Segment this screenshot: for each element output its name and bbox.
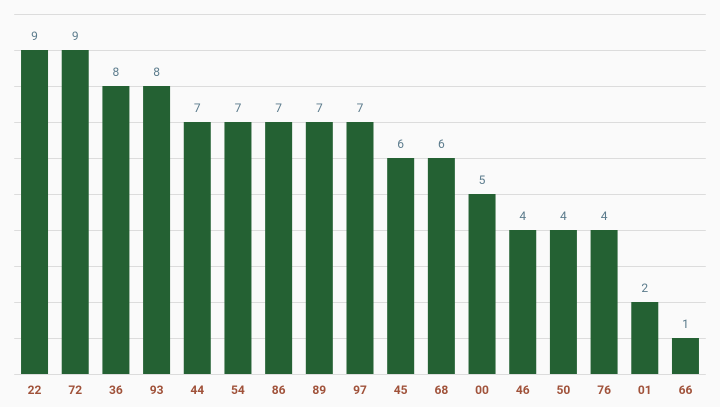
value-label: 1	[682, 317, 689, 331]
bar	[305, 122, 333, 374]
x-tick-label: 50	[557, 383, 571, 397]
value-label: 4	[519, 209, 526, 223]
value-label: 9	[72, 29, 79, 43]
value-label: 8	[153, 65, 160, 79]
bar	[183, 122, 211, 374]
bar	[102, 86, 130, 374]
bar	[387, 158, 415, 374]
x-tick-label: 44	[190, 383, 204, 397]
bar	[509, 230, 537, 374]
bar	[468, 194, 496, 374]
x-tick-label: 76	[597, 383, 611, 397]
value-label: 4	[601, 209, 608, 223]
bar	[21, 50, 49, 374]
value-label: 2	[641, 281, 648, 295]
bar	[549, 230, 577, 374]
bar	[224, 122, 252, 374]
x-tick-label: 45	[394, 383, 408, 397]
bar	[427, 158, 455, 374]
bar	[671, 338, 699, 374]
bar	[590, 230, 618, 374]
value-label: 7	[194, 101, 201, 115]
value-label: 7	[316, 101, 323, 115]
x-tick-label: 36	[109, 383, 123, 397]
x-tick-label: 54	[231, 383, 245, 397]
x-tick-label: 72	[68, 383, 82, 397]
x-tick-label: 89	[312, 383, 326, 397]
x-tick-label: 22	[28, 383, 42, 397]
x-tick-label: 00	[475, 383, 489, 397]
x-tick-label: 01	[638, 383, 652, 397]
x-tick-label: 97	[353, 383, 367, 397]
value-label: 7	[357, 101, 364, 115]
bar	[61, 50, 89, 374]
bar	[631, 302, 659, 374]
value-label: 4	[560, 209, 567, 223]
bar	[346, 122, 374, 374]
x-tick-label: 86	[272, 383, 286, 397]
x-tick-label: 68	[434, 383, 448, 397]
value-label: 8	[113, 65, 120, 79]
x-tick-label: 93	[150, 383, 164, 397]
value-label: 5	[479, 173, 486, 187]
value-label: 6	[397, 137, 404, 151]
x-tick-label: 46	[516, 383, 530, 397]
bar	[143, 86, 171, 374]
value-label: 7	[275, 101, 282, 115]
value-label: 6	[438, 137, 445, 151]
value-label: 7	[235, 101, 242, 115]
value-label: 9	[31, 29, 38, 43]
bar	[265, 122, 293, 374]
x-tick-label: 66	[679, 383, 693, 397]
